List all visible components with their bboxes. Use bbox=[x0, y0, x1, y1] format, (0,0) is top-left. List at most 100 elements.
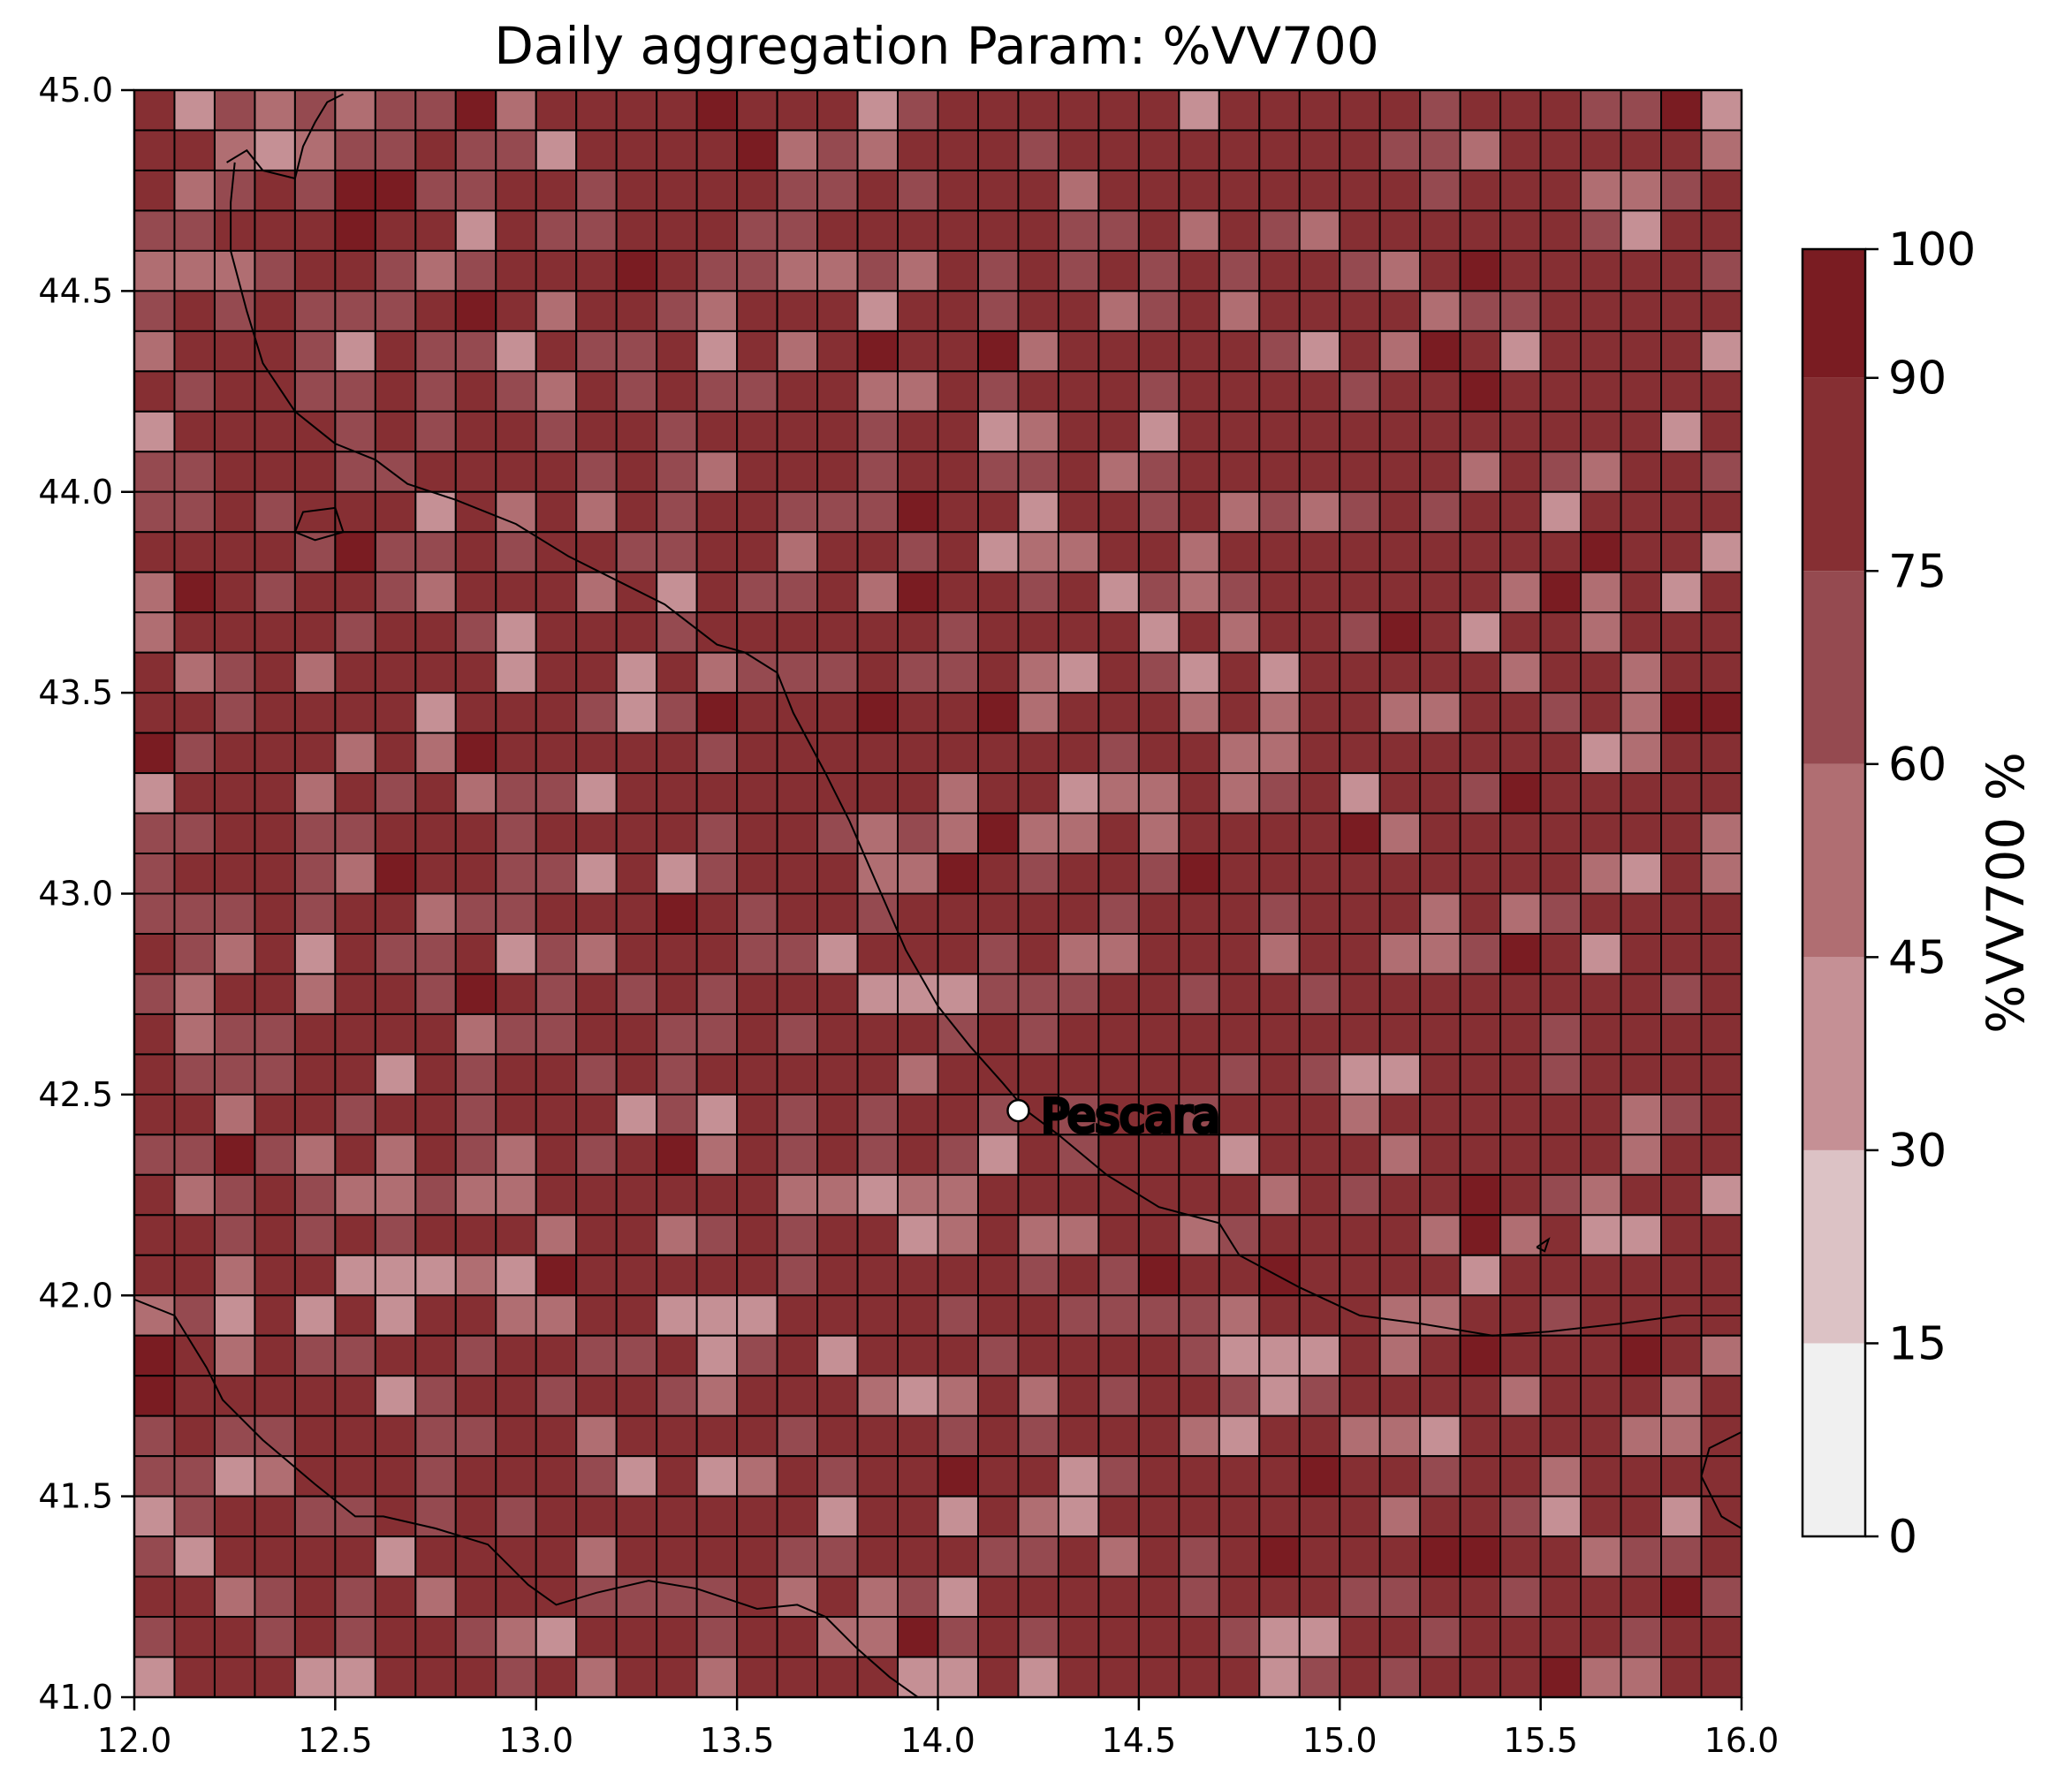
grid-cell bbox=[1057, 1536, 1100, 1578]
grid-cell bbox=[856, 169, 899, 212]
grid-cell bbox=[293, 692, 337, 734]
grid-cell bbox=[897, 932, 939, 975]
grid-cell bbox=[1378, 1495, 1422, 1538]
grid-cell bbox=[695, 531, 739, 573]
grid-cell bbox=[575, 651, 618, 694]
grid-cell bbox=[1097, 290, 1140, 332]
grid-cell bbox=[1178, 651, 1220, 694]
grid-cell bbox=[1620, 89, 1663, 132]
grid-cell bbox=[816, 812, 859, 855]
grid-cell bbox=[695, 932, 739, 975]
grid-cell bbox=[1178, 1575, 1220, 1619]
grid-cell bbox=[1258, 932, 1301, 975]
grid-cell bbox=[1258, 410, 1301, 453]
grid-cell bbox=[856, 812, 899, 855]
grid-cell bbox=[1620, 732, 1663, 775]
grid-cell bbox=[1057, 169, 1100, 212]
grid-cell bbox=[334, 169, 376, 212]
grid-cell bbox=[1700, 973, 1743, 1015]
grid-cell bbox=[133, 1134, 176, 1176]
grid-cell bbox=[254, 1495, 296, 1538]
colorbar-tick-label: 45 bbox=[1888, 931, 1947, 984]
grid-cell bbox=[615, 1455, 658, 1498]
grid-cell bbox=[1580, 1616, 1622, 1658]
grid-cell bbox=[615, 1134, 658, 1176]
grid-cell bbox=[1539, 89, 1582, 132]
grid-cell bbox=[454, 1294, 497, 1337]
pescara-label-shadow: Pescara bbox=[1041, 1090, 1219, 1143]
grid-cell bbox=[495, 973, 537, 1015]
grid-cell bbox=[1057, 732, 1100, 775]
grid-cell bbox=[1339, 89, 1381, 132]
grid-cell bbox=[776, 1294, 819, 1337]
grid-cell bbox=[1660, 1214, 1703, 1256]
grid-cell bbox=[1097, 330, 1140, 373]
grid-cell bbox=[1137, 531, 1180, 573]
grid-cell bbox=[1057, 772, 1100, 815]
grid-cell bbox=[454, 290, 497, 332]
grid-cell bbox=[1378, 1575, 1422, 1619]
grid-cell bbox=[937, 1375, 979, 1417]
grid-cell bbox=[213, 932, 256, 975]
grid-cell bbox=[1178, 1254, 1220, 1297]
colorbar-segment bbox=[1803, 1343, 1865, 1536]
grid-cell bbox=[293, 853, 337, 895]
grid-cell bbox=[293, 1134, 337, 1176]
grid-cell bbox=[1459, 209, 1502, 252]
grid-cell bbox=[1339, 1375, 1381, 1417]
grid-cell bbox=[414, 410, 457, 453]
grid-cell bbox=[454, 1254, 497, 1297]
grid-cell bbox=[1298, 330, 1341, 373]
grid-cell bbox=[1017, 249, 1059, 292]
grid-cell bbox=[695, 1093, 739, 1136]
grid-cell bbox=[1298, 692, 1341, 734]
grid-cell bbox=[1258, 1012, 1301, 1056]
grid-cell bbox=[1298, 249, 1341, 292]
grid-cell bbox=[254, 249, 296, 292]
grid-cell bbox=[976, 451, 1020, 493]
grid-cell bbox=[1499, 853, 1542, 895]
grid-cell bbox=[1700, 932, 1743, 975]
grid-cell bbox=[695, 692, 739, 734]
grid-cell bbox=[1218, 1616, 1261, 1658]
grid-cell bbox=[856, 290, 899, 332]
grid-cell bbox=[334, 209, 376, 252]
grid-cell bbox=[816, 1495, 859, 1538]
grid-cell bbox=[897, 1616, 939, 1658]
grid-cell bbox=[1218, 1495, 1261, 1538]
grid-cell bbox=[1298, 1093, 1341, 1136]
grid-cell bbox=[656, 1334, 698, 1377]
grid-cell bbox=[976, 129, 1020, 171]
grid-cell bbox=[1419, 732, 1461, 775]
grid-cell bbox=[1660, 451, 1703, 493]
grid-cell bbox=[213, 732, 256, 775]
grid-cell bbox=[937, 892, 979, 935]
grid-cell bbox=[1378, 932, 1422, 975]
grid-cell bbox=[1378, 1134, 1422, 1176]
grid-cell bbox=[856, 1214, 899, 1256]
grid-cell bbox=[1419, 692, 1461, 734]
grid-cell bbox=[1539, 209, 1582, 252]
grid-cell bbox=[1499, 531, 1542, 573]
grid-cell bbox=[615, 1254, 658, 1297]
grid-cell bbox=[1459, 772, 1502, 815]
grid-cell bbox=[897, 1294, 939, 1337]
grid-cell bbox=[213, 973, 256, 1015]
grid-cell bbox=[495, 853, 537, 895]
grid-cell bbox=[976, 1455, 1020, 1498]
grid-cell bbox=[615, 249, 658, 292]
grid-cell bbox=[1660, 209, 1703, 252]
grid-cell bbox=[1499, 1214, 1542, 1256]
grid-cell bbox=[736, 932, 778, 975]
grid-cell bbox=[1419, 1536, 1461, 1578]
grid-cell bbox=[334, 732, 376, 775]
grid-cell bbox=[1620, 973, 1663, 1015]
grid-cell bbox=[374, 1375, 417, 1417]
grid-cell bbox=[1258, 1414, 1301, 1458]
grid-cell bbox=[1700, 1214, 1743, 1256]
grid-cell bbox=[1178, 1414, 1220, 1458]
grid-cell bbox=[535, 490, 578, 534]
grid-cell bbox=[1660, 169, 1703, 212]
grid-cell bbox=[495, 169, 537, 212]
grid-cell bbox=[374, 692, 417, 734]
